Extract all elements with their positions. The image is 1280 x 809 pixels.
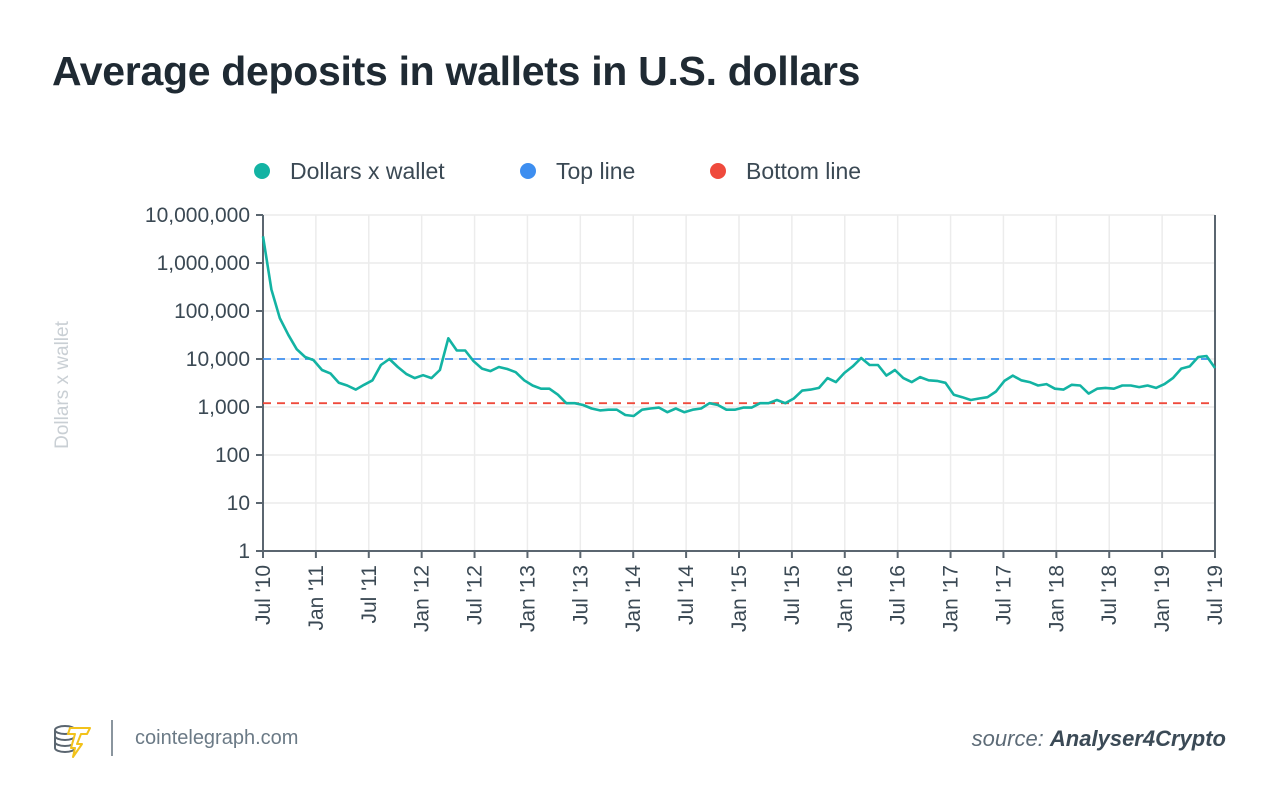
- chart-title: Average deposits in wallets in U.S. doll…: [52, 48, 861, 94]
- series-line-dollars-x-wallet: [261, 236, 1217, 418]
- legend-label: Bottom line: [746, 158, 861, 184]
- x-tick-label: Jul '10: [252, 565, 275, 625]
- source-name: Analyser4Crypto: [1049, 726, 1226, 751]
- y-tick-label: 1: [238, 540, 250, 563]
- legend-label: Dollars x wallet: [290, 158, 445, 184]
- footer-divider: [111, 720, 113, 756]
- x-tick-label: Jul '15: [781, 565, 804, 625]
- x-tick-label: Jul '13: [569, 565, 592, 625]
- source-prefix: source:: [971, 726, 1044, 751]
- legend-marker: [254, 163, 270, 179]
- x-tick-label: Jul '12: [464, 565, 487, 625]
- y-tick-label: 1,000,000: [157, 252, 250, 275]
- y-tick-label: 100,000: [174, 300, 250, 323]
- x-tick-label: Jul '18: [1098, 565, 1121, 625]
- x-tick-label: Jan '13: [516, 565, 539, 632]
- x-tick-label: Jul '17: [992, 565, 1015, 625]
- y-tick-label: 100: [215, 444, 250, 467]
- y-tick-label: 10,000,000: [145, 204, 250, 227]
- y-tick-label: 1,000: [197, 396, 250, 419]
- x-tick-label: Jan '11: [305, 565, 328, 631]
- source-credit: source: Analyser4Crypto: [972, 726, 1226, 752]
- footer-site: cointelegraph.com: [135, 727, 299, 749]
- y-tick-label: 10: [227, 492, 250, 515]
- x-tick-label: Jan '18: [1045, 565, 1068, 632]
- x-tick-label: Jan '14: [622, 565, 645, 632]
- x-tick-label: Jul '11: [358, 565, 381, 624]
- x-tick-label: Jan '17: [940, 565, 963, 632]
- y-axis-title: Dollars x wallet: [52, 320, 73, 448]
- x-tick-label: Jan '19: [1151, 565, 1174, 632]
- x-tick-label: Jan '12: [411, 565, 434, 632]
- legend-marker: [520, 163, 536, 179]
- x-tick-label: Jan '16: [834, 565, 857, 632]
- x-tick-label: Jan '15: [728, 565, 751, 632]
- y-tick-label: 10,000: [186, 348, 250, 371]
- legend-label: Top line: [556, 158, 635, 184]
- x-tick-label: Jul '16: [887, 565, 910, 625]
- x-tick-label: Jul '19: [1204, 565, 1227, 625]
- legend-marker: [710, 163, 726, 179]
- x-tick-label: Jul '14: [675, 565, 698, 625]
- cointelegraph-logo-icon: [54, 725, 91, 758]
